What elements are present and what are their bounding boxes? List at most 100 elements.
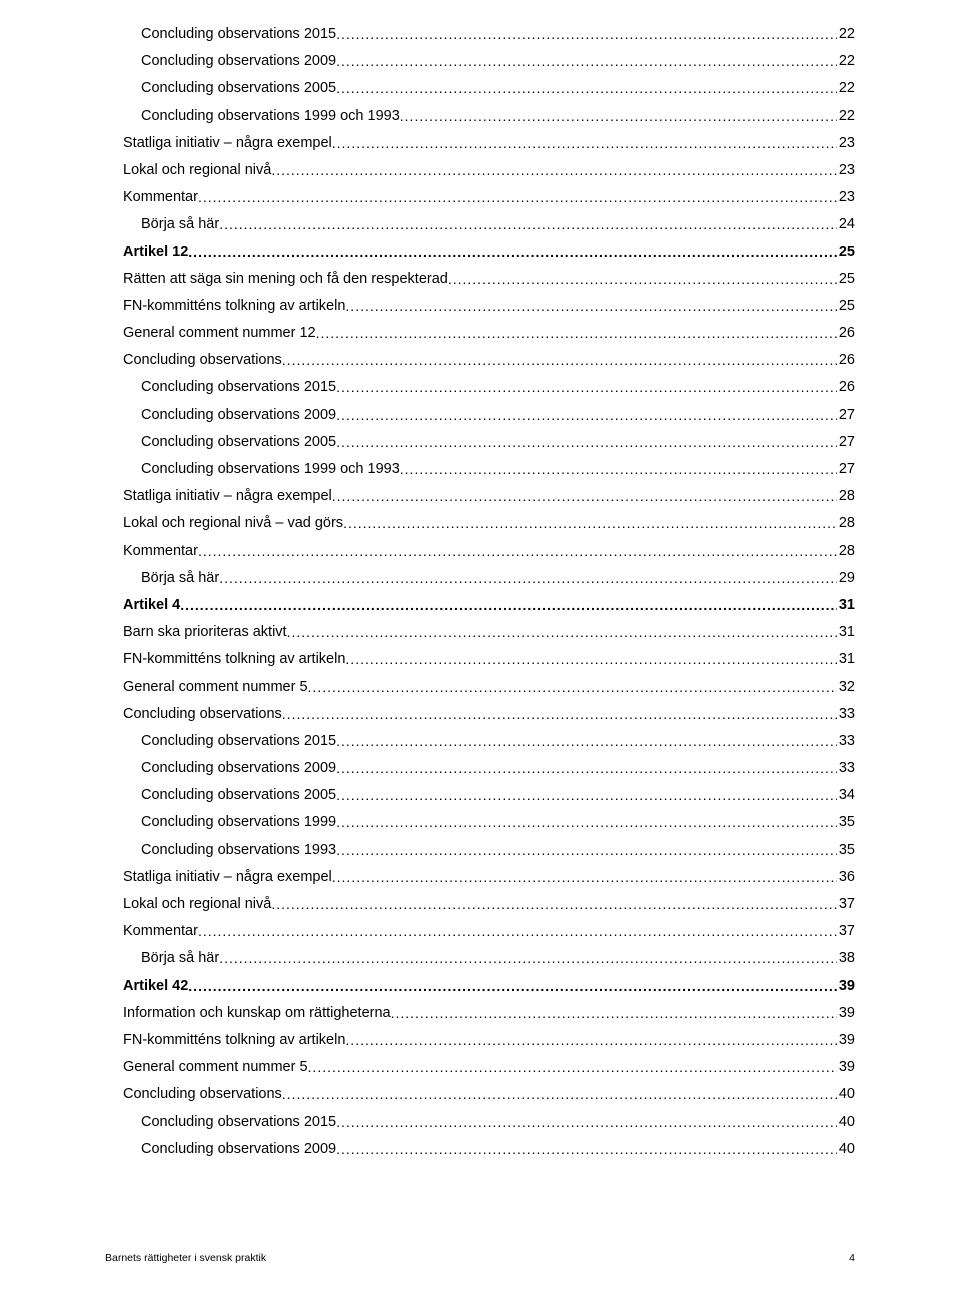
toc-entry[interactable]: Statliga initiativ – några exempel23 bbox=[105, 135, 855, 151]
toc-entry-page: 39 bbox=[837, 1006, 855, 1021]
toc-entry[interactable]: Concluding observations 1999 och 199322 bbox=[105, 108, 855, 124]
toc-entry-page: 28 bbox=[837, 516, 855, 531]
toc-leader-dots bbox=[400, 462, 837, 476]
toc-entry[interactable]: Concluding observations 200922 bbox=[105, 53, 855, 69]
toc-leader-dots bbox=[198, 924, 837, 938]
toc-entry-title: Concluding observations bbox=[123, 1087, 282, 1102]
toc-entry[interactable]: General comment nummer 5 32 bbox=[105, 679, 855, 695]
toc-entry-title: Lokal och regional nivå – vad görs bbox=[123, 516, 343, 531]
toc-entry[interactable]: Rätten att säga sin mening och få den re… bbox=[105, 271, 855, 287]
toc-entry-title: Concluding observations bbox=[123, 353, 282, 368]
toc-entry-title: Rätten att säga sin mening och få den re… bbox=[123, 272, 448, 287]
toc-entry[interactable]: Information och kunskap om rättigheterna… bbox=[105, 1005, 855, 1021]
toc-entry-title: Lokal och regional nivå bbox=[123, 897, 271, 912]
toc-entry[interactable]: Concluding observations 2005 27 bbox=[105, 434, 855, 450]
toc-leader-dots bbox=[271, 163, 837, 177]
toc-entry[interactable]: Concluding observations 199335 bbox=[105, 842, 855, 858]
toc-leader-dots bbox=[308, 680, 837, 694]
toc-entry-title: Concluding observations 1999 bbox=[141, 815, 336, 830]
toc-leader-dots bbox=[336, 1115, 837, 1129]
toc-entry[interactable]: Concluding observations 200933 bbox=[105, 760, 855, 776]
toc-entry[interactable]: Concluding observations 201540 bbox=[105, 1114, 855, 1130]
toc-entry-page: 37 bbox=[837, 924, 855, 939]
toc-entry-title: General comment nummer 5 bbox=[123, 680, 308, 695]
toc-entry-page: 38 bbox=[837, 951, 855, 966]
toc-leader-dots bbox=[219, 951, 837, 965]
toc-entry[interactable]: Concluding observations33 bbox=[105, 706, 855, 722]
toc-entry-page: 25 bbox=[837, 299, 855, 314]
toc-leader-dots bbox=[343, 516, 837, 530]
toc-entry[interactable]: Lokal och regional nivå23 bbox=[105, 162, 855, 178]
toc-entry[interactable]: Concluding observations 201533 bbox=[105, 733, 855, 749]
toc-entry[interactable]: Artikel 431 bbox=[105, 597, 855, 613]
toc-leader-dots bbox=[219, 217, 837, 231]
toc-entry[interactable]: Artikel 1225 bbox=[105, 244, 855, 260]
toc-entry[interactable]: Concluding observations26 bbox=[105, 352, 855, 368]
toc-leader-dots bbox=[336, 54, 837, 68]
toc-entry[interactable]: Concluding observations40 bbox=[105, 1086, 855, 1102]
toc-entry[interactable]: General comment nummer 539 bbox=[105, 1059, 855, 1075]
toc-entry[interactable]: Concluding observations 200522 bbox=[105, 80, 855, 96]
toc-leader-dots bbox=[180, 598, 837, 612]
toc-entry[interactable]: FN-kommitténs tolkning av artikeln31 bbox=[105, 651, 855, 667]
toc-leader-dots bbox=[336, 435, 837, 449]
toc-entry[interactable]: Concluding observations 200534 bbox=[105, 787, 855, 803]
toc-entry-title: General comment nummer 12 bbox=[123, 326, 316, 341]
toc-entry[interactable]: Börja så här29 bbox=[105, 570, 855, 586]
toc-leader-dots bbox=[336, 761, 837, 775]
toc-entry-page: 29 bbox=[837, 571, 855, 586]
toc-entry[interactable]: Concluding observations 1999 och 199327 bbox=[105, 461, 855, 477]
toc-leader-dots bbox=[287, 625, 837, 639]
toc-entry[interactable]: FN-kommitténs tolkning av artikeln25 bbox=[105, 298, 855, 314]
toc-leader-dots bbox=[336, 843, 837, 857]
toc-entry[interactable]: General comment nummer 12 26 bbox=[105, 325, 855, 341]
toc-entry-title: Concluding observations 2005 bbox=[141, 435, 336, 450]
toc-entry[interactable]: Kommentar 23 bbox=[105, 189, 855, 205]
toc-leader-dots bbox=[336, 81, 837, 95]
toc-entry-title: Kommentar bbox=[123, 190, 198, 205]
toc-entry[interactable]: FN-kommitténs tolkning av artikeln39 bbox=[105, 1032, 855, 1048]
toc-entry-page: 26 bbox=[837, 326, 855, 341]
toc-entry-page: 31 bbox=[837, 625, 855, 640]
toc-entry[interactable]: Concluding observations 1999 35 bbox=[105, 814, 855, 830]
toc-entry-page: 33 bbox=[837, 734, 855, 749]
toc-entry[interactable]: Barn ska prioriteras aktivt31 bbox=[105, 624, 855, 640]
toc-entry-page: 34 bbox=[837, 788, 855, 803]
toc-entry-title: Concluding observations 2005 bbox=[141, 81, 336, 96]
footer-title: Barnets rättigheter i svensk praktik bbox=[105, 1252, 266, 1264]
toc-entry[interactable]: Lokal och regional nivå37 bbox=[105, 896, 855, 912]
toc-leader-dots bbox=[282, 353, 837, 367]
toc-entry-title: Lokal och regional nivå bbox=[123, 163, 271, 178]
toc-entry-title: Concluding observations 1993 bbox=[141, 843, 336, 858]
page-footer: Barnets rättigheter i svensk praktik 4 bbox=[105, 1252, 855, 1264]
toc-entry[interactable]: Lokal och regional nivå – vad görs 28 bbox=[105, 515, 855, 531]
toc-entry-page: 23 bbox=[837, 190, 855, 205]
toc-entry[interactable]: Kommentar37 bbox=[105, 923, 855, 939]
toc-entry-title: Concluding observations 1999 och 1993 bbox=[141, 462, 400, 477]
toc-entry-title: Artikel 4 bbox=[123, 598, 180, 613]
toc-entry[interactable]: Statliga initiativ – några exempel28 bbox=[105, 488, 855, 504]
toc-entry-title: Artikel 12 bbox=[123, 245, 188, 260]
toc-entry[interactable]: Börja så här24 bbox=[105, 216, 855, 232]
toc-entry-page: 35 bbox=[837, 815, 855, 830]
toc-leader-dots bbox=[345, 1033, 836, 1047]
toc-leader-dots bbox=[336, 408, 837, 422]
toc-entry[interactable]: Kommentar28 bbox=[105, 543, 855, 559]
toc-leader-dots bbox=[345, 299, 836, 313]
toc-entry[interactable]: Concluding observations 201522 bbox=[105, 26, 855, 42]
toc-entry-page: 32 bbox=[837, 680, 855, 695]
toc-entry-page: 28 bbox=[837, 544, 855, 559]
toc-entry[interactable]: Concluding observations 200940 bbox=[105, 1141, 855, 1157]
toc-entry[interactable]: Börja så här38 bbox=[105, 950, 855, 966]
toc-entry-title: Concluding observations bbox=[123, 707, 282, 722]
toc-leader-dots bbox=[282, 707, 837, 721]
toc-entry[interactable]: Concluding observations 200927 bbox=[105, 407, 855, 423]
toc-entry-page: 27 bbox=[837, 435, 855, 450]
toc-entry[interactable]: Concluding observations 201526 bbox=[105, 379, 855, 395]
toc-leader-dots bbox=[332, 489, 837, 503]
toc-entry-title: Concluding observations 2009 bbox=[141, 408, 336, 423]
toc-entry-page: 33 bbox=[837, 761, 855, 776]
toc-entry-page: 39 bbox=[837, 1060, 855, 1075]
toc-entry[interactable]: Statliga initiativ – några exempel36 bbox=[105, 869, 855, 885]
toc-entry[interactable]: Artikel 4239 bbox=[105, 978, 855, 994]
